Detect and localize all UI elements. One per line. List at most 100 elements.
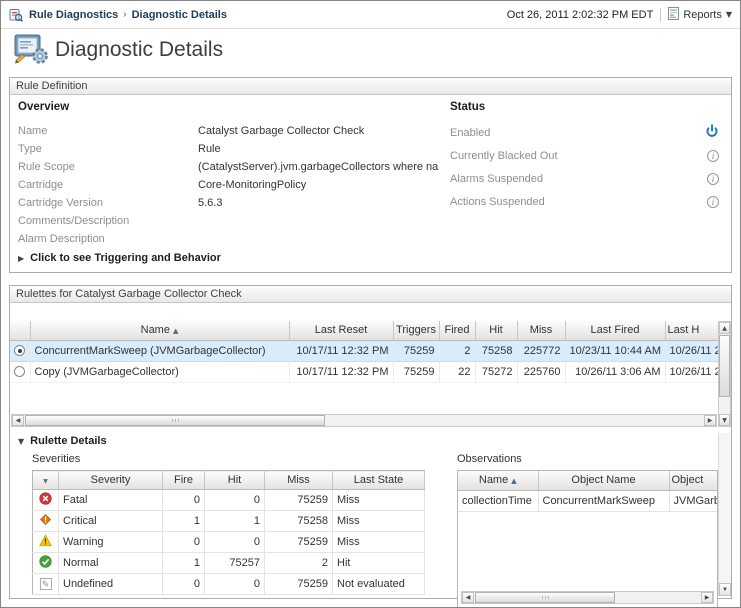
cell-last-state: Miss <box>332 531 425 553</box>
critical-icon <box>39 513 52 529</box>
cell-fire: 1 <box>162 510 205 532</box>
status-label: Currently Blacked Out <box>450 149 558 162</box>
rule-diagnostics-icon <box>9 8 23 22</box>
cell-fire: 1 <box>162 552 205 574</box>
observations-h-scrollbar[interactable]: ◀ ▶ <box>461 591 714 604</box>
sort-asc-icon: ▲ <box>172 327 179 336</box>
filter-icon: ▼ <box>43 478 48 485</box>
radio-cell <box>10 361 31 383</box>
field-comments: Comments/Description <box>18 212 448 230</box>
column-last-hit[interactable]: Last H <box>665 321 719 341</box>
info-icon[interactable]: i <box>707 149 719 162</box>
column-last-fired[interactable]: Last Fired <box>565 321 666 341</box>
status-title: Status <box>450 101 486 113</box>
triggering-behavior-toggle[interactable]: ▶ Click to see Triggering and Behavior <box>18 252 221 264</box>
cell-fired: 22 <box>439 361 476 383</box>
radio-unselected[interactable] <box>14 366 26 378</box>
power-icon[interactable] <box>705 124 719 141</box>
severity-row-critical[interactable]: Critical 1 1 75258 Miss <box>32 510 425 532</box>
severity-row-fatal[interactable]: Fatal 0 0 75259 Miss <box>32 489 425 511</box>
column-object[interactable]: Object <box>669 471 717 491</box>
column-obs-name[interactable]: Name ▲ <box>458 471 539 491</box>
rulettes-panel: Rulettes for Catalyst Garbage Collector … <box>9 285 732 607</box>
rulettes-body: Name ▲ Last Reset Triggers Fired Hit Miss… <box>10 303 731 607</box>
breadcrumb-diagnostic-details: Diagnostic Details <box>131 8 227 21</box>
field-value: 5.6.3 <box>198 197 223 209</box>
column-last-reset[interactable]: Last Reset <box>289 321 394 341</box>
scroll-right-icon[interactable]: ▶ <box>701 592 713 603</box>
details-v-scrollbar[interactable]: ▼ <box>718 433 731 596</box>
cell-miss: 225772 <box>517 339 566 362</box>
cell-severity: Fatal <box>58 489 163 511</box>
scroll-left-icon[interactable]: ◀ <box>12 415 24 426</box>
h-scrollbar-thumb[interactable] <box>25 415 325 426</box>
rulettes-v-scrollbar[interactable]: ▲ ▼ <box>718 321 731 427</box>
cell-object-name: ConcurrentMarkSweep <box>538 490 670 512</box>
severities-table: ▼ Severity Fire Hit Miss Last State <box>32 470 425 595</box>
icon-cell: ✎ <box>32 573 59 595</box>
cell-name: Copy (JVMGarbageCollector) <box>30 361 290 383</box>
column-triggers[interactable]: Triggers <box>393 321 440 341</box>
severity-row-warning[interactable]: Warning 0 0 75259 Miss <box>32 531 425 553</box>
normal-icon <box>39 555 52 571</box>
info-icon[interactable]: i <box>707 172 719 185</box>
column-name[interactable]: Name ▲ <box>30 321 290 341</box>
column-object-name[interactable]: Object Name <box>538 471 670 491</box>
column-hit[interactable]: Hit <box>475 321 518 341</box>
v-scrollbar-thumb[interactable] <box>719 335 730 397</box>
severity-row-normal[interactable]: Normal 1 75257 2 Hit <box>32 552 425 574</box>
rulette-row-concurrentmarksweep[interactable]: ConcurrentMarkSweep (JVMGarbageCollector… <box>10 339 719 362</box>
scroll-left-icon[interactable]: ◀ <box>462 592 474 603</box>
cell-fire: 0 <box>162 489 205 511</box>
field-cartridge: Cartridge Core-MonitoringPolicy <box>18 176 448 194</box>
scroll-up-icon[interactable]: ▲ <box>719 322 730 334</box>
observations-header-row: Name ▲ Object Name Object <box>458 471 717 491</box>
cell-last-state: Miss <box>332 510 425 532</box>
status-alarms-suspended: Alarms Suspended i <box>450 167 719 190</box>
reports-menu[interactable]: Reports ▼ <box>668 6 732 23</box>
icon-cell <box>32 510 59 532</box>
cell-hit: 1 <box>204 510 265 532</box>
column-fired[interactable]: Fired <box>439 321 476 341</box>
severity-filter-column[interactable]: ▼ <box>32 470 59 490</box>
cell-last-hit: 10/26/11 2 <box>665 361 719 383</box>
icon-cell <box>32 552 59 574</box>
rulettes-h-scrollbar[interactable]: ◀ ▶ <box>11 414 717 427</box>
cell-last-fired: 10/26/11 3:06 AM <box>565 361 666 383</box>
rulette-details-toggle[interactable]: ▼ Rulette Details <box>18 435 107 447</box>
observations-table: Name ▲ Object Name Object collectionTime … <box>458 471 717 512</box>
radio-selected[interactable] <box>14 345 26 357</box>
status-blacked-out: Currently Blacked Out i <box>450 144 719 167</box>
h-scrollbar-thumb[interactable] <box>475 592 615 603</box>
chevron-down-icon: ▼ <box>18 436 25 446</box>
scroll-down-icon[interactable]: ▼ <box>719 414 730 426</box>
rule-definition-panel-title: Rule Definition <box>10 78 731 95</box>
severities-header-row: ▼ Severity Fire Hit Miss Last State <box>32 470 425 490</box>
cell-fire: 0 <box>162 531 205 553</box>
observation-row-collectiontime[interactable]: collectionTime ConcurrentMarkSweep JVMGa… <box>458 490 717 512</box>
breadcrumb-rule-diagnostics[interactable]: Rule Diagnostics <box>29 8 119 21</box>
column-last-state[interactable]: Last State <box>332 470 425 490</box>
field-label: Cartridge <box>18 179 64 191</box>
timestamp: Oct 26, 2011 2:02:32 PM EDT <box>506 8 654 21</box>
column-miss[interactable]: Miss <box>517 321 566 341</box>
severities-title: Severities <box>32 453 81 465</box>
rule-definition-body: Overview Name Catalyst Garbage Collector… <box>10 95 731 271</box>
cell-hit: 75272 <box>475 361 518 383</box>
observations-title: Observations <box>457 453 522 465</box>
column-fire[interactable]: Fire <box>162 470 205 490</box>
field-name: Name Catalyst Garbage Collector Check <box>18 122 448 140</box>
info-icon[interactable]: i <box>707 195 719 208</box>
cell-name: ConcurrentMarkSweep (JVMGarbageCollector… <box>30 339 290 362</box>
column-sev-miss[interactable]: Miss <box>264 470 333 490</box>
cell-object: JVMGarba <box>669 490 717 512</box>
severity-row-undefined[interactable]: ✎ Undefined 0 0 75259 Not evaluated <box>32 573 425 595</box>
column-sev-hit[interactable]: Hit <box>204 470 265 490</box>
rulette-row-copy[interactable]: Copy (JVMGarbageCollector) 10/17/11 12:3… <box>10 361 719 383</box>
warning-icon <box>39 534 52 550</box>
field-rule-scope: Rule Scope (CatalystServer).jvm.garbageC… <box>18 158 448 176</box>
scroll-right-icon[interactable]: ▶ <box>704 415 716 426</box>
column-severity[interactable]: Severity <box>58 470 163 490</box>
scroll-down-icon[interactable]: ▼ <box>719 583 731 596</box>
